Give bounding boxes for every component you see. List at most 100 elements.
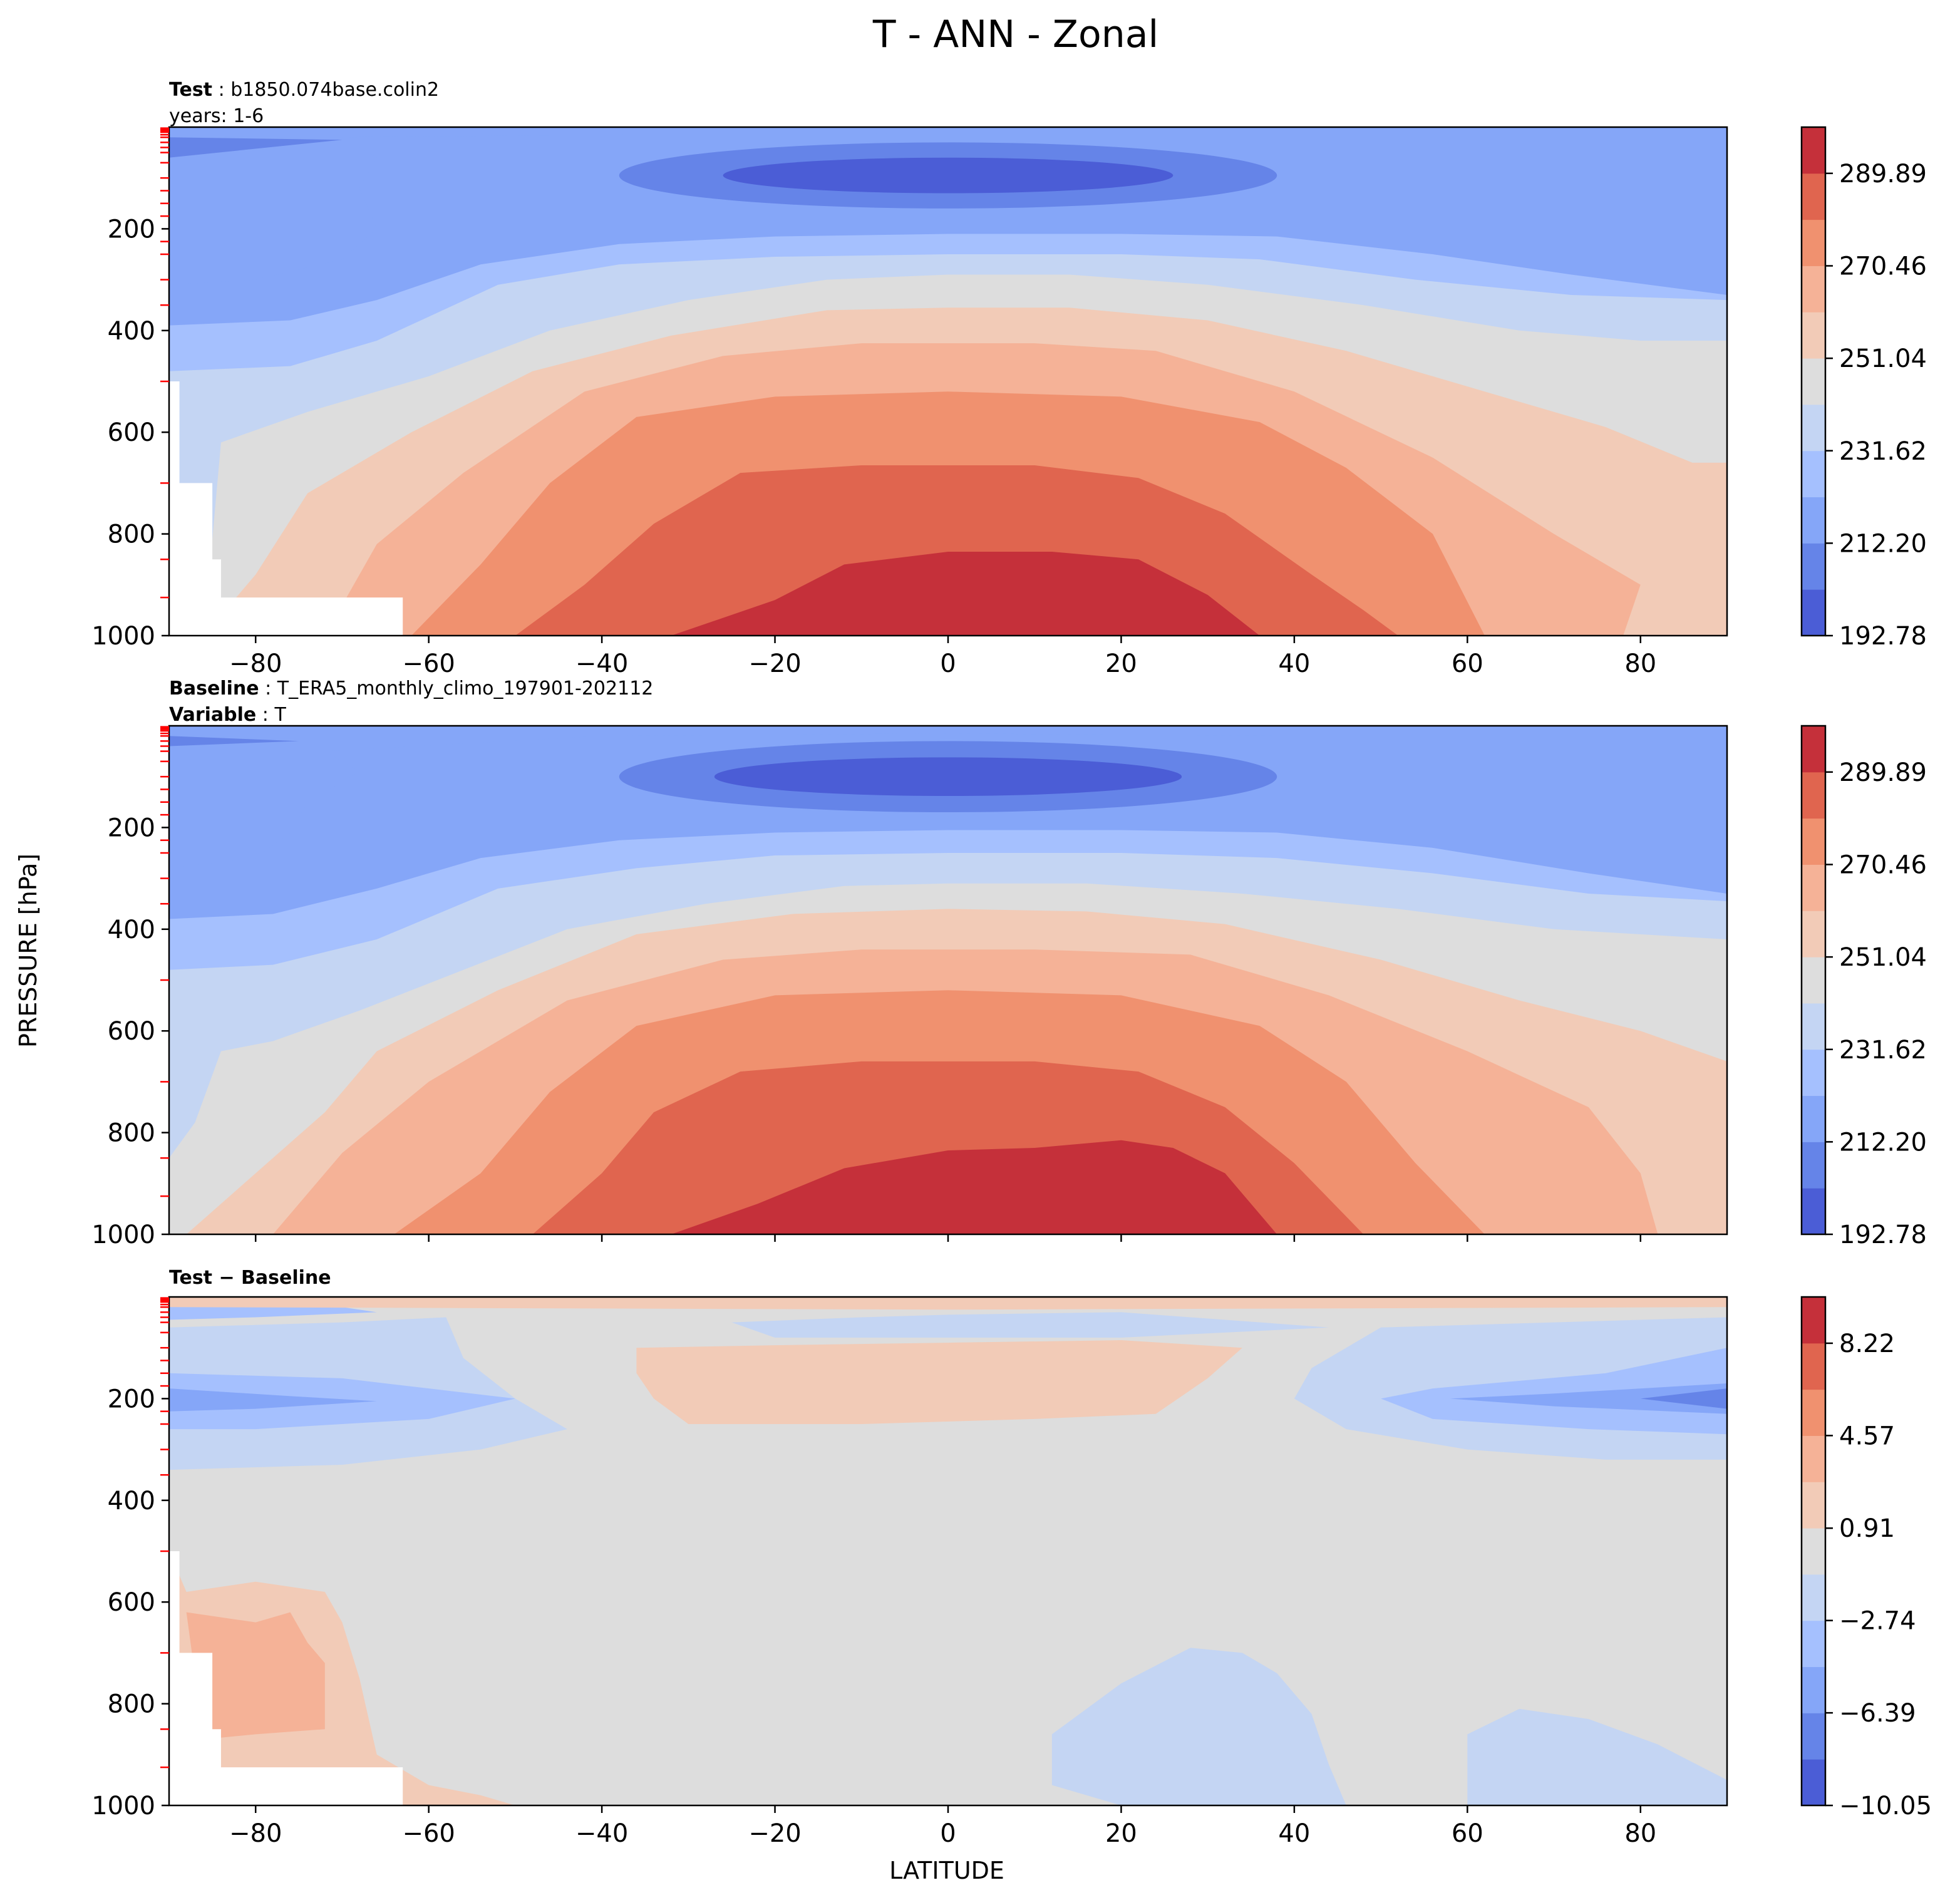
colorbar-segment	[1802, 911, 1825, 958]
colorbar: −10.05 −6.39 −2.74 0.91 4.57 8.22	[1800, 1296, 1932, 1820]
y-tick-label: 600	[108, 1588, 155, 1617]
colorbar-tick-label: 192.78	[1839, 1221, 1927, 1249]
colorbar-tick-label: 192.78	[1839, 622, 1927, 651]
colorbar: 192.78 212.20 231.62 251.04 270.46 289.89	[1800, 725, 1927, 1249]
colorbar-tick-label: 0.91	[1839, 1514, 1895, 1543]
panel-test: 200 400 600 800 1000 −80 −60 −40 −20 0 20 40 60 80 Tes…	[91, 79, 1927, 678]
y-tick-label: 600	[108, 418, 155, 447]
x-tick-label: 40	[1278, 1819, 1310, 1848]
y-tick-label: 400	[108, 916, 155, 944]
colorbar-segment	[1802, 1666, 1825, 1713]
x-tick-label: −60	[402, 1819, 455, 1848]
colorbar-tick-label: 212.20	[1839, 1128, 1927, 1157]
colorbar-segment	[1802, 1003, 1825, 1050]
panel-header-value: T_ERA5_monthly_climo_197901-202112	[277, 678, 654, 700]
y-tick-label: 200	[108, 813, 155, 842]
colorbar-segment	[1802, 127, 1825, 174]
contour-region	[731, 1312, 1329, 1338]
x-tick-label: 80	[1624, 649, 1656, 678]
contour-region	[169, 1388, 377, 1412]
colorbar-frame	[1800, 1296, 1827, 1807]
colorbar-tick-label: 212.20	[1839, 529, 1927, 558]
colorbar-segment	[1802, 1142, 1825, 1189]
panel-baseline: 200 400 600 800 1000 Baseline : T_ERA5_monthl…	[91, 678, 1927, 1249]
panel-header-line: Test − Baseline	[169, 1267, 331, 1289]
colorbar-tick-label: 270.46	[1839, 252, 1927, 281]
plot-area	[169, 726, 1727, 1234]
pressure-level-markers	[160, 127, 169, 599]
colorbar-segment	[1802, 1297, 1825, 1344]
contour-region	[1640, 1388, 1727, 1409]
colorbar-tick-label: 4.57	[1839, 1422, 1895, 1450]
y-tick-label: 1000	[91, 622, 155, 651]
x-tick-label: −20	[748, 649, 801, 678]
y-tick-label: 400	[108, 317, 155, 346]
x-tick-label: 0	[940, 649, 956, 678]
figure-title: T - ANN - Zonal	[872, 13, 1158, 56]
colorbar-segment	[1802, 1435, 1825, 1482]
colorbar-segment	[1802, 358, 1825, 405]
contour-region	[1467, 1708, 1727, 1805]
panel-header-sep: :	[256, 704, 274, 726]
panel-header-key: Baseline	[169, 678, 259, 700]
plot-area	[169, 127, 1727, 636]
panel-header-line: Variable : T	[169, 704, 286, 726]
colorbar-tick-label: 231.62	[1839, 1036, 1927, 1065]
panel-header-key: Test	[169, 79, 212, 101]
x-tick-label: 40	[1278, 649, 1310, 678]
colorbar-segment	[1802, 726, 1825, 773]
colorbar-segment	[1802, 1528, 1825, 1575]
x-tick-label: −40	[575, 649, 628, 678]
colorbar-segment	[1802, 589, 1825, 636]
panel-header-line: years: 1-6	[169, 105, 264, 127]
x-axis-label: LATITUDE	[889, 1857, 1004, 1884]
contour-region	[1051, 1648, 1346, 1805]
colorbar-segment	[1802, 1049, 1825, 1097]
contour-core	[714, 757, 1182, 797]
x-tick-label: −80	[229, 649, 282, 678]
colorbar-segment	[1802, 1574, 1825, 1621]
colorbar-segment	[1802, 219, 1825, 266]
colorbar-tick-label: 251.04	[1839, 344, 1927, 373]
panel-header-key: Variable	[169, 704, 256, 726]
panel-header-line: Test : b1850.074base.colin2	[169, 79, 439, 101]
plot-area	[169, 1297, 1727, 1805]
colorbar-tick-label: 289.89	[1839, 160, 1927, 188]
colorbar-segment	[1802, 818, 1825, 865]
colorbar-segment	[1802, 404, 1825, 452]
colorbar-segment	[1802, 1343, 1825, 1390]
colorbar-tick-label: 8.22	[1839, 1329, 1895, 1358]
colorbar-tick-label: −2.74	[1839, 1607, 1916, 1636]
y-tick-label: 800	[108, 1690, 155, 1719]
panel-header-value: years: 1-6	[169, 105, 264, 127]
colorbar-segment	[1802, 1759, 1825, 1806]
contour-region	[1381, 1348, 1727, 1435]
colorbar-segment	[1802, 266, 1825, 312]
y-tick-label: 200	[108, 215, 155, 244]
colorbar-segment	[1802, 864, 1825, 911]
x-tick-label: 80	[1624, 1819, 1656, 1848]
x-tick-label: 0	[940, 1819, 956, 1848]
missing-data-region	[169, 381, 403, 636]
y-tick-label: 1000	[91, 1221, 155, 1249]
colorbar-tick-label: 289.89	[1839, 758, 1927, 787]
missing-data-region	[169, 1551, 403, 1805]
pressure-level-markers	[160, 726, 169, 1197]
colorbar-segment	[1802, 1188, 1825, 1235]
colorbar-segment	[1802, 312, 1825, 359]
contour-region	[169, 1297, 1727, 1310]
colorbar: 192.78 212.20 231.62 251.04 270.46 289.89	[1800, 126, 1927, 651]
colorbar-tick-label: 270.46	[1839, 851, 1927, 880]
panel-header-value: T	[274, 704, 286, 726]
y-tick-label: 400	[108, 1487, 155, 1515]
panel-header-line: Baseline : T_ERA5_monthly_climo_197901-2…	[169, 678, 653, 700]
colorbar-segment	[1802, 1389, 1825, 1436]
colorbar-frame	[1800, 126, 1827, 637]
y-tick-label: 200	[108, 1385, 155, 1413]
panel-header-value: b1850.074base.colin2	[230, 79, 439, 101]
y-tick-label: 1000	[91, 1792, 155, 1820]
y-tick-label: 600	[108, 1017, 155, 1046]
colorbar-segment	[1802, 497, 1825, 544]
